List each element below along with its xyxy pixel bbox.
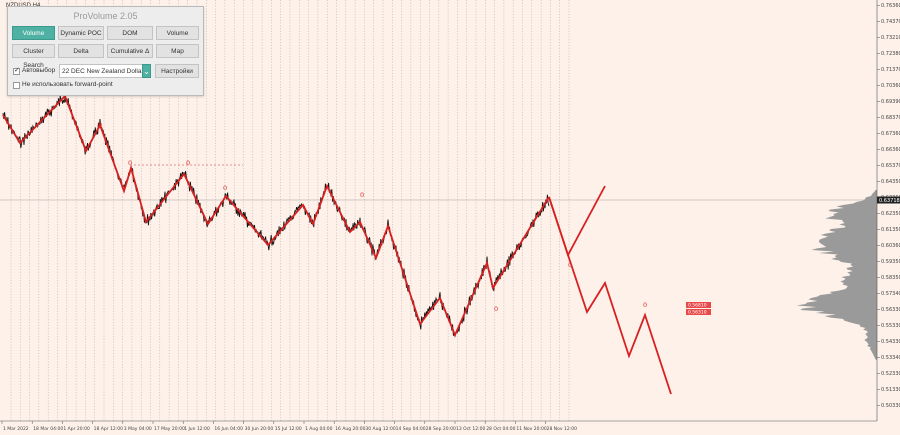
price-tick-label: 0.51330: [881, 387, 900, 393]
panel-title: ProVolume 2.05: [73, 11, 138, 21]
wave-label: 0: [128, 159, 132, 167]
price-tick-label: 0.74370: [881, 19, 900, 25]
dynamic-poc-button[interactable]: Dynamic POC: [58, 26, 104, 40]
price-series: [2, 95, 550, 338]
time-tick-label: 15 Jul 12:00: [275, 426, 302, 432]
current-price-label: 0.63718: [879, 198, 900, 204]
time-tick-label: 30 Aug 12:00: [365, 426, 395, 432]
time-tick-label: 1 Jun 12:00: [184, 426, 210, 432]
zigzag-line: [2, 94, 550, 338]
time-axis: 1 Mar 2022 18 Mar 04:00 1 Apr 20:00 18 Apr …: [1, 421, 577, 432]
settings-button[interactable]: Настройки: [155, 64, 199, 78]
price-tick-label: 0.60360: [881, 243, 900, 249]
price-tick-label: 0.68370: [881, 115, 900, 121]
time-tick-label: 1 Apr 20:00: [63, 426, 90, 432]
price-tick-label: 0.70360: [881, 83, 900, 89]
price-tick-label: 0.54330: [881, 339, 900, 345]
time-tick-label: 17 May 20:00: [154, 426, 185, 432]
price-tick-label: 0.66360: [881, 147, 900, 153]
volume-profile-histogram: [796, 190, 877, 360]
time-tick-label: 3 May 04:00: [124, 426, 152, 432]
volume-button[interactable]: Volume: [156, 26, 199, 40]
highlight-price-1: 0.56810: [688, 303, 707, 309]
wave-label: 0: [643, 301, 647, 309]
wave-label: 0: [98, 121, 102, 129]
price-tick-label: 0.71370: [881, 67, 900, 73]
price-axis-bg: [877, 0, 900, 435]
wave-label: 0: [568, 261, 572, 269]
forward-point-label: Не использовать forward-point: [22, 81, 113, 88]
price-tick-label: 0.55330: [881, 323, 900, 329]
cumulative-delta-button[interactable]: Cumulative Δ: [107, 44, 153, 58]
wave-label: 0: [223, 184, 227, 192]
delta-button[interactable]: Delta: [58, 44, 104, 58]
price-tick-label: 0.53340: [881, 355, 900, 361]
time-tick-label: 13 Oct 12:00: [456, 426, 485, 432]
time-tick-label: 16 Jun 04:00: [214, 426, 243, 432]
wave-labels: 0 0 0 0 0 0 0 0: [98, 121, 647, 313]
time-axis-bg: [0, 421, 877, 435]
cluster-search-button[interactable]: Cluster Search: [12, 44, 55, 69]
price-tick-label: 0.76360: [881, 3, 900, 9]
provolume-panel: ProVolume 2.05 Volume Profile Dynamic PO…: [7, 6, 204, 96]
time-tick-label: 16 Aug 20:00: [335, 426, 365, 432]
time-tick-label: 30 Jun 20:00: [245, 426, 274, 432]
time-tick-label: 11 Nov 20:00: [516, 426, 546, 432]
auto-select-label: Автовыбор: [22, 67, 56, 74]
price-tick-label: 0.64350: [881, 179, 900, 185]
time-tick-label: 28 Nov 12:00: [547, 426, 577, 432]
price-highlight-box: [686, 302, 711, 308]
price-tick-label: 0.57340: [881, 291, 900, 297]
wave-label: 0: [360, 191, 364, 199]
forward-point-checkbox[interactable]: [13, 82, 20, 89]
price-tick-label: 0.56330: [881, 307, 900, 313]
price-tick-label: 0.67360: [881, 131, 900, 137]
volume-profile-button[interactable]: Volume Profile: [12, 26, 55, 51]
price-tick-label: 0.72380: [881, 51, 900, 57]
price-tick-label: 0.61350: [881, 227, 900, 233]
time-tick-label: 18 Apr 12:00: [94, 426, 123, 432]
price-tick-label: 0.73210: [881, 35, 900, 41]
price-tick-label: 0.69390: [881, 99, 900, 105]
price-highlight-box: [686, 309, 711, 315]
wave-label: 0: [186, 159, 190, 167]
price-tick-label: 0.50330: [881, 403, 900, 409]
price-tick-label: 0.59350: [881, 259, 900, 265]
chevron-down-icon[interactable]: ⌄: [142, 64, 151, 78]
instrument-select[interactable]: 22 DEC New Zealand Dollar: [59, 64, 143, 78]
price-axis: 0.76360 0.74370 0.73210 0.72380 0.71370 0.703…: [877, 3, 900, 409]
map-button[interactable]: Map: [156, 44, 199, 58]
time-tick-label: 28 Oct 04:00: [486, 426, 515, 432]
price-tick-label: 0.58350: [881, 275, 900, 281]
wave-label: 0: [494, 305, 498, 313]
dom-button[interactable]: DOM: [107, 26, 153, 40]
current-price-tag: [877, 196, 900, 204]
time-tick-label: 14 Sep 04:00: [396, 426, 426, 432]
price-tick-label: 0.65370: [881, 163, 900, 169]
time-tick-label: 1 Aug 04:00: [305, 426, 333, 432]
time-tick-label: 1 Mar 2022: [3, 426, 29, 432]
price-tick-label: 0.62350: [881, 211, 900, 217]
forecast-down-line: [548, 196, 672, 395]
highlight-price-2: 0.56310: [688, 310, 707, 316]
price-tick-label: 0.52330: [881, 371, 900, 377]
time-tick-label: 18 Mar 04:00: [33, 426, 63, 432]
auto-select-checkbox[interactable]: [13, 66, 20, 75]
time-tick-label: 28 Sep 20:00: [426, 426, 456, 432]
